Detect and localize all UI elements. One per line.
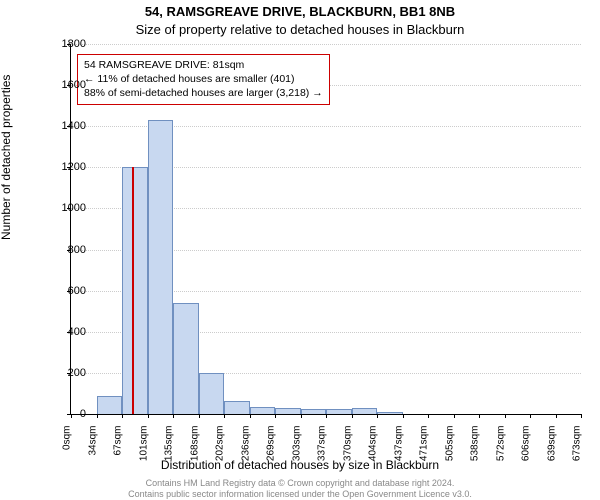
x-tick xyxy=(428,414,429,418)
x-tick xyxy=(505,414,506,418)
y-tick-label: 1800 xyxy=(46,38,86,50)
property-info-box: 54 RAMSGREAVE DRIVE: 81sqm← 11% of detac… xyxy=(77,54,330,105)
chart-title: 54, RAMSGREAVE DRIVE, BLACKBURN, BB1 8NB xyxy=(0,4,600,19)
histogram-bar xyxy=(250,407,276,414)
gridline xyxy=(71,44,581,45)
y-tick-label: 200 xyxy=(46,367,86,379)
y-tick-label: 600 xyxy=(46,285,86,297)
x-tick xyxy=(275,414,276,418)
y-tick-label: 800 xyxy=(46,244,86,256)
histogram-bar xyxy=(377,412,403,414)
x-tick xyxy=(352,414,353,418)
y-tick-label: 1000 xyxy=(46,202,86,214)
histogram-bar xyxy=(148,120,174,414)
plot-area: 54 RAMSGREAVE DRIVE: 81sqm← 11% of detac… xyxy=(70,44,581,415)
x-tick xyxy=(148,414,149,418)
x-tick xyxy=(581,414,582,418)
x-tick xyxy=(301,414,302,418)
x-tick xyxy=(224,414,225,418)
histogram-bar xyxy=(122,167,148,414)
x-tick xyxy=(530,414,531,418)
x-tick xyxy=(326,414,327,418)
x-tick xyxy=(377,414,378,418)
histogram-bar xyxy=(173,303,199,414)
x-tick xyxy=(122,414,123,418)
x-tick xyxy=(479,414,480,418)
histogram-bar xyxy=(326,409,352,414)
y-tick-label: 1600 xyxy=(46,79,86,91)
x-tick xyxy=(173,414,174,418)
y-tick-label: 400 xyxy=(46,326,86,338)
chart-subtitle: Size of property relative to detached ho… xyxy=(0,22,600,37)
footer-attribution-1: Contains HM Land Registry data © Crown c… xyxy=(0,478,600,488)
histogram-bar xyxy=(199,373,225,414)
y-tick-label: 0 xyxy=(46,408,86,420)
x-tick xyxy=(556,414,557,418)
y-axis-label: Number of detached properties xyxy=(0,75,13,240)
histogram-bar xyxy=(224,401,250,414)
x-tick xyxy=(403,414,404,418)
x-tick xyxy=(199,414,200,418)
footer-attribution-2: Contains public sector information licen… xyxy=(0,489,600,499)
histogram-bar xyxy=(97,396,123,415)
x-tick xyxy=(454,414,455,418)
histogram-bar xyxy=(301,409,327,414)
info-box-line: 88% of semi-detached houses are larger (… xyxy=(84,86,323,100)
histogram-bar xyxy=(275,408,301,414)
y-tick-label: 1200 xyxy=(46,161,86,173)
info-box-line: ← 11% of detached houses are smaller (40… xyxy=(84,72,323,86)
property-marker-line xyxy=(132,167,134,414)
histogram-bar xyxy=(352,408,378,414)
y-tick-label: 1400 xyxy=(46,120,86,132)
x-tick xyxy=(250,414,251,418)
info-box-line: 54 RAMSGREAVE DRIVE: 81sqm xyxy=(84,58,323,72)
x-tick xyxy=(97,414,98,418)
